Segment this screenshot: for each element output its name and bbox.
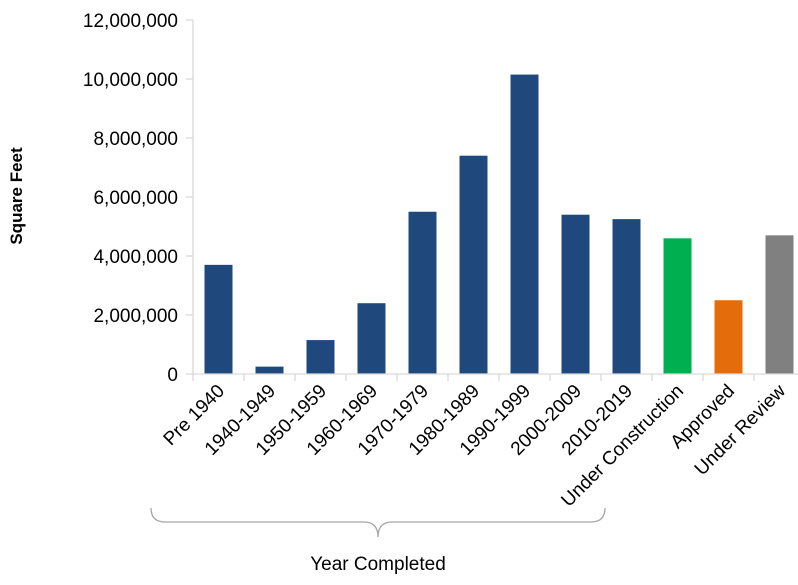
bar-under-construction xyxy=(663,238,692,374)
bar-1960-1969 xyxy=(357,303,386,374)
x-tick-label: Under Review xyxy=(691,380,790,479)
bar-2000-2009 xyxy=(561,214,590,374)
bar-1980-1989 xyxy=(459,155,488,374)
x-axis: Pre 19401940-19491950-19591960-19691970-… xyxy=(160,373,798,511)
y-tick-label: 10,000,000 xyxy=(83,70,178,91)
y-tick-label: 0 xyxy=(167,365,178,386)
bar-2010-2019 xyxy=(612,219,641,374)
y-tick-label: 8,000,000 xyxy=(93,129,178,150)
y-tick-label: 12,000,000 xyxy=(83,11,178,32)
bar-under-review xyxy=(765,235,794,374)
y-tick-label: 6,000,000 xyxy=(93,188,178,209)
bar-approved xyxy=(714,300,743,374)
brace-path xyxy=(150,507,606,538)
y-axis-title: Square Feet xyxy=(7,147,26,245)
year-completed-brace xyxy=(150,507,606,538)
bars xyxy=(204,74,794,374)
bar-1970-1979 xyxy=(408,211,437,374)
bar-1940-1949 xyxy=(255,366,284,374)
bar-pre-1940 xyxy=(204,264,233,374)
bar-1990-1999 xyxy=(510,74,539,374)
y-tick-label: 2,000,000 xyxy=(93,306,178,327)
y-tick-label: 4,000,000 xyxy=(93,247,178,268)
y-axis: 0 2,000,000 4,000,000 6,000,000 8,000,000 10,… xyxy=(83,11,194,386)
bar-1950-1959 xyxy=(306,340,335,374)
group-label: Year Completed xyxy=(310,554,446,575)
